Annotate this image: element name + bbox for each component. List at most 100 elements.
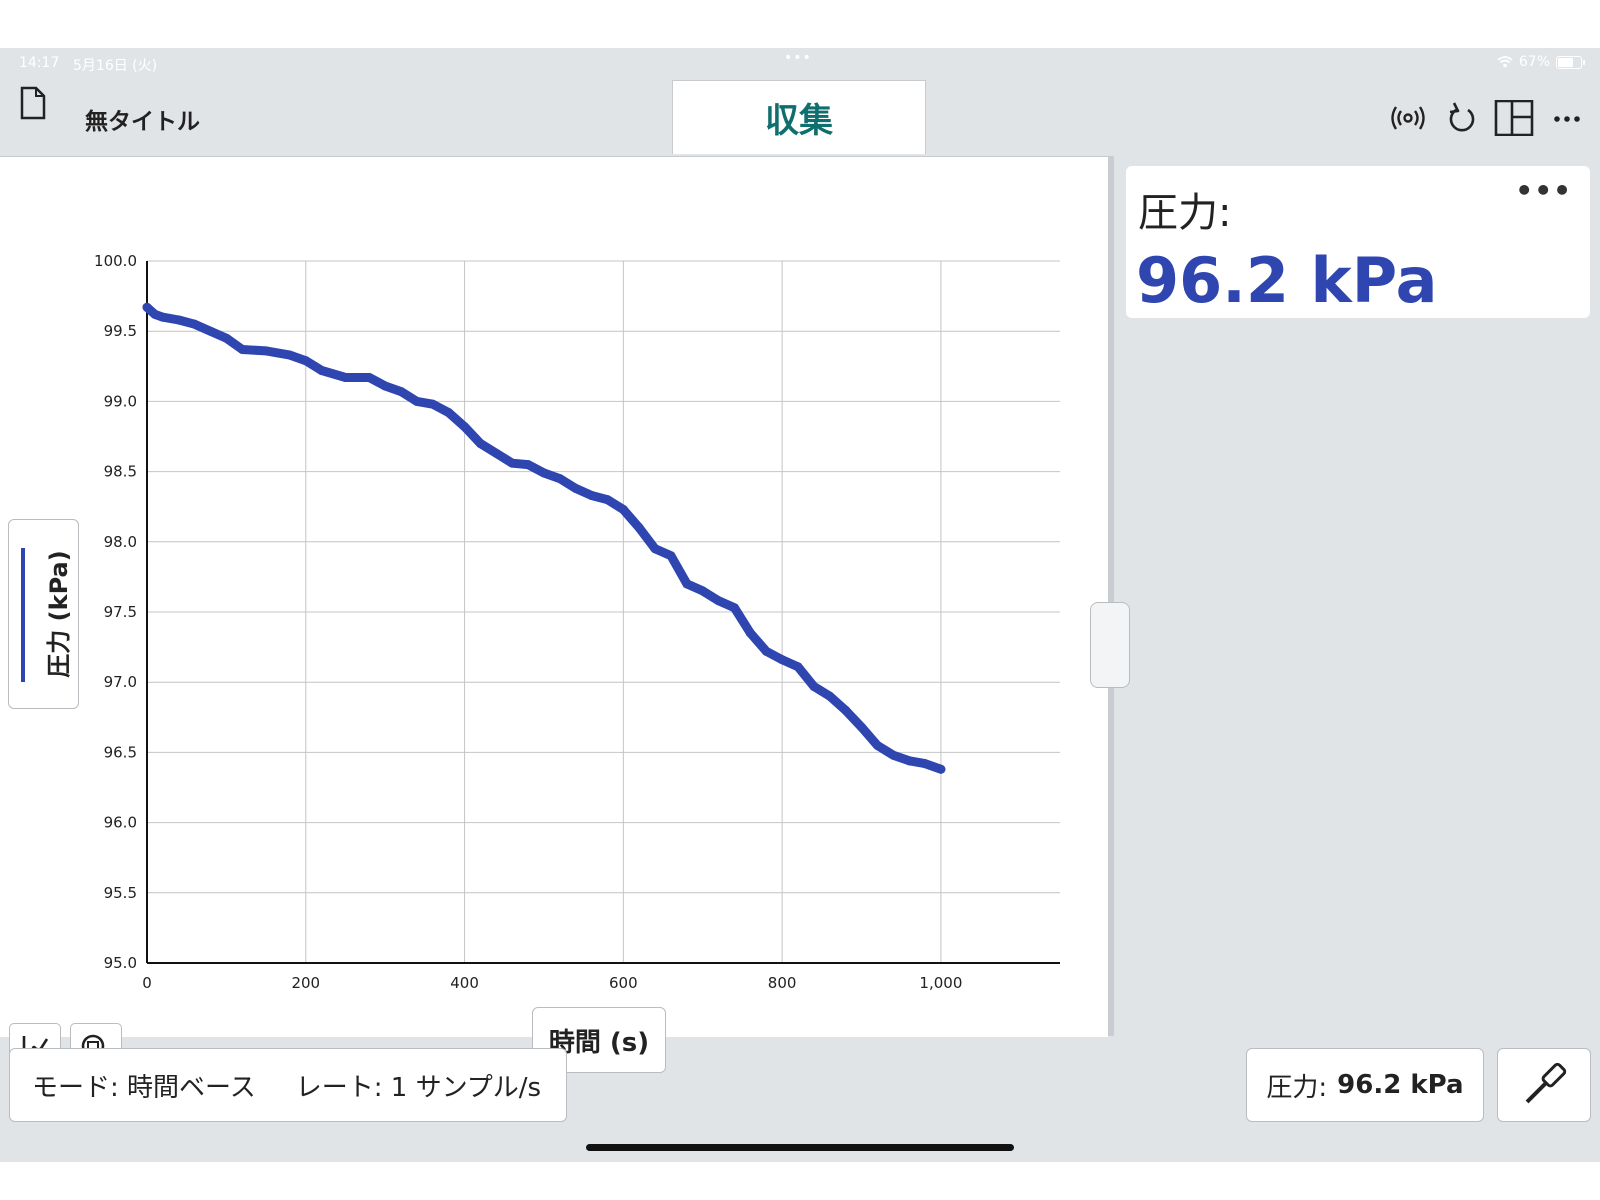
sensor-probe-icon (1525, 1062, 1567, 1104)
x-tick-label: 400 (450, 974, 479, 992)
sensor-probe-button[interactable] (1497, 1048, 1591, 1122)
data-point (507, 458, 517, 468)
data-point (475, 439, 485, 449)
data-point (825, 691, 835, 701)
data-point (523, 460, 533, 470)
sensor-connect-icon[interactable] (1388, 100, 1428, 136)
data-point (634, 523, 644, 533)
data-point (650, 544, 660, 554)
undo-icon[interactable] (1442, 100, 1482, 136)
data-point (761, 646, 771, 656)
meter-value: 96.2 kPa (1136, 244, 1438, 317)
data-point (491, 448, 501, 458)
pressure-series-line (142, 302, 946, 774)
document-icon[interactable] (20, 86, 46, 120)
document-title[interactable]: 無タイトル (85, 109, 200, 135)
data-point (698, 586, 708, 596)
data-point (539, 468, 549, 478)
data-point (221, 333, 231, 343)
wifi-icon (1497, 56, 1513, 68)
data-point (571, 483, 581, 493)
x-tick-label: 800 (768, 974, 797, 992)
graph-panel: 95.0 95.5 96.0 96.5 97.0 97.5 98.0 98.5 99.0 99.5… (0, 156, 1108, 1075)
data-point (666, 551, 676, 561)
data-point (841, 705, 851, 715)
data-point (317, 366, 327, 376)
y-tick-label: 95.0 (104, 954, 137, 972)
x-tick-label: 600 (609, 974, 638, 992)
readout-value: 96.2 kPa (1337, 1070, 1464, 1100)
y-tick-label: 96.5 (104, 743, 137, 761)
meter-card[interactable]: 圧力: 96.2 kPa ••• (1126, 166, 1590, 318)
multitask-dots-icon[interactable]: ••• (784, 50, 812, 66)
x-tick-label: 1,000 (919, 974, 962, 992)
pressure-graph[interactable]: 95.0 95.5 96.0 96.5 97.0 97.5 98.0 98.5 99.0 99.5… (0, 157, 1108, 1037)
y-tick-label: 99.0 (104, 392, 137, 410)
battery-percent: 67% (1518, 54, 1550, 70)
data-point (682, 579, 692, 589)
top-bar: 無タイトル 収集 (0, 80, 1600, 154)
data-point (555, 474, 565, 484)
status-bar: 14:17 5月16日 (火) ••• 67% (0, 48, 1600, 80)
data-point (261, 346, 271, 356)
y-tick-label: 97.5 (104, 603, 137, 621)
meter-more-icon[interactable]: ••• (1515, 174, 1572, 207)
data-point (412, 396, 422, 406)
status-time: 14:17 (19, 55, 60, 71)
data-point (174, 315, 184, 325)
meter-label: 圧力: (1138, 190, 1232, 236)
data-point (920, 759, 930, 769)
data-point (190, 319, 200, 329)
data-point (729, 603, 739, 613)
data-point (714, 596, 724, 606)
more-icon[interactable] (1548, 100, 1588, 136)
layout-icon[interactable] (1494, 100, 1534, 136)
data-point (460, 422, 470, 432)
mode-rate-button[interactable]: モード: 時間ベース レート: 1 サンプル/s (9, 1048, 567, 1122)
data-point (888, 750, 898, 760)
tab-collect[interactable]: 収集 (672, 80, 926, 154)
y-tick-label: 98.0 (104, 533, 137, 551)
data-point (206, 326, 216, 336)
data-point (340, 373, 350, 383)
data-point (364, 373, 374, 383)
data-point (237, 344, 247, 354)
y-tick-label: 99.5 (104, 322, 137, 340)
y-axis-label: 圧力 (kPa) (44, 550, 73, 678)
data-point (396, 387, 406, 397)
data-point (380, 381, 390, 391)
data-point (158, 312, 168, 322)
sensor-readout-button[interactable]: 圧力: 96.2 kPa (1246, 1048, 1484, 1122)
data-point (444, 408, 454, 418)
panel-resize-handle[interactable] (1090, 602, 1130, 688)
data-point (602, 495, 612, 505)
data-point (857, 722, 867, 732)
data-point (872, 740, 882, 750)
data-point (904, 756, 914, 766)
status-date: 5月16日 (火) (73, 58, 158, 74)
rate-text: レート: 1 サンプル/s (295, 1072, 542, 1103)
y-tick-label: 98.5 (104, 463, 137, 481)
x-tick-label: 0 (142, 974, 152, 992)
data-point (285, 350, 295, 360)
battery-icon (1556, 55, 1585, 69)
home-indicator[interactable] (586, 1144, 1014, 1151)
data-point (936, 764, 946, 774)
data-point (809, 681, 819, 691)
data-point (777, 655, 787, 665)
status-right: 67% (1497, 54, 1585, 70)
data-point (428, 399, 438, 409)
data-point (301, 356, 311, 366)
readout-label: 圧力: (1266, 1072, 1328, 1103)
y-tick-label: 96.0 (104, 814, 137, 832)
y-axis-label-button[interactable]: 圧力 (kPa) (8, 519, 79, 709)
data-point (587, 490, 597, 500)
data-point (150, 309, 160, 319)
series-color-indicator (21, 548, 25, 682)
panel-divider (1108, 156, 1114, 1036)
data-point (142, 302, 152, 312)
data-point (793, 662, 803, 672)
y-tick-label: 100.0 (94, 252, 137, 270)
data-point (618, 505, 628, 515)
x-tick-label: 200 (291, 974, 320, 992)
